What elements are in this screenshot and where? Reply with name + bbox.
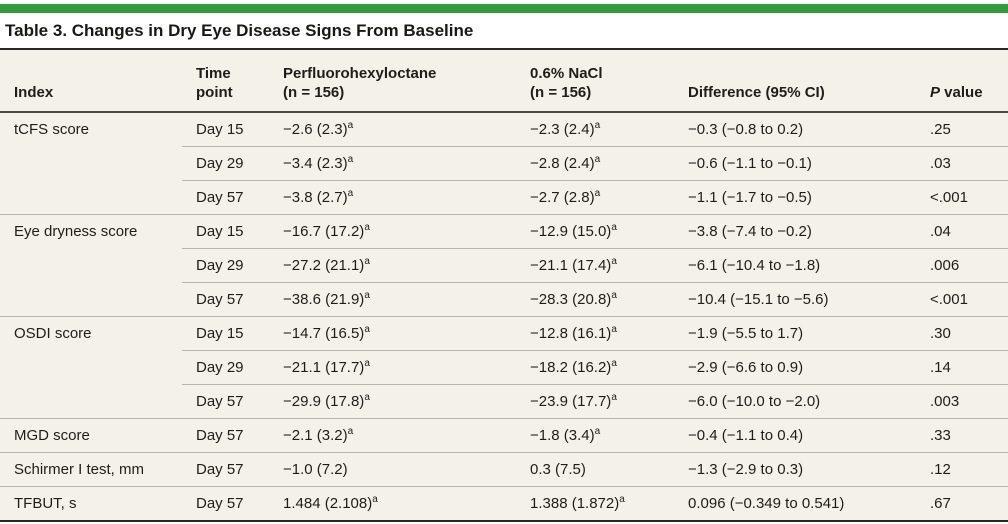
cell-time-point: Day 29 [182,146,269,181]
table-row: Schirmer I test, mm Day 57 −1.0 (7.2) 0.3 (… [0,452,1008,487]
table-row: MGD score Day 57 −2.1 (3.2)a −1.8 (3.4)a −0.… [0,418,1008,453]
cell-nacl: −12.9 (15.0)a [516,214,674,249]
cell-difference: −1.9 (−5.5 to 1.7) [674,316,916,351]
cell-difference: −1.1 (−1.7 to −0.5) [674,180,916,215]
cell-perfluorohexyloctane: −2.6 (2.3)a [269,111,516,147]
cell-index: TFBUT, s [0,486,182,521]
table-row: Day 29 −27.2 (21.1)a −21.1 (17.4)a −6.1 (−1… [0,248,1008,283]
cell-p-value: .04 [916,214,1008,249]
cell-difference: −0.6 (−1.1 to −0.1) [674,146,916,181]
cell-difference: −1.3 (−2.9 to 0.3) [674,452,916,487]
cell-index: tCFS score [0,111,182,215]
col-header-perfluorohexyloctane: Perfluorohexyloctane (n = 156) [269,50,516,113]
cell-index: MGD score [0,418,182,453]
title-rule [0,48,1008,50]
table-row: Day 57 −3.8 (2.7)a −2.7 (2.8)a −1.1 (−1.7 t… [0,180,1008,215]
cell-p-value: .67 [916,486,1008,521]
table-row: TFBUT, s Day 57 1.484 (2.108)a 1.388 (1.872… [0,486,1008,521]
cell-difference: −10.4 (−15.1 to −5.6) [674,282,916,317]
cell-difference: 0.096 (−0.349 to 0.541) [674,486,916,521]
cell-nacl: −21.1 (17.4)a [516,248,674,283]
cell-time-point: Day 15 [182,214,269,249]
cell-nacl: −12.8 (16.1)a [516,316,674,351]
dry-eye-signs-table: Index Time point Perfluorohexyloctane (n… [0,50,1008,522]
cell-time-point: Day 15 [182,111,269,147]
col-header-index: Index [0,50,182,113]
cell-p-value: <.001 [916,180,1008,215]
cell-index: Schirmer I test, mm [0,452,182,487]
cell-perfluorohexyloctane: −29.9 (17.8)a [269,384,516,419]
col-header-time-point: Time point [182,50,269,113]
col-header-nacl: 0.6% NaCl (n = 156) [516,50,674,113]
cell-perfluorohexyloctane: −21.1 (17.7)a [269,350,516,385]
col-header-difference: Difference (95% CI) [674,50,916,113]
cell-nacl: −18.2 (16.2)a [516,350,674,385]
table-row: tCFS score Day 15 −2.6 (2.3)a −2.3 (2.4)a −0… [0,111,1008,215]
cell-time-point: Day 57 [182,180,269,215]
table-row: OSDI score Day 15 −14.7 (16.5)a −12.8 (16.1… [0,316,1008,419]
table-row: Day 29 −3.4 (2.3)a −2.8 (2.4)a −0.6 (−1.1 t… [0,146,1008,181]
cell-time-point: Day 29 [182,248,269,283]
cell-p-value: .30 [916,316,1008,351]
cell-difference: −0.4 (−1.1 to 0.4) [674,418,916,453]
cell-index: Eye dryness score [0,214,182,317]
cell-p-value: .33 [916,418,1008,453]
cell-p-value: <.001 [916,282,1008,317]
cell-time-point: Day 57 [182,486,269,521]
cell-index: OSDI score [0,316,182,419]
cell-p-value: .25 [916,111,1008,147]
cell-nacl: −2.7 (2.8)a [516,180,674,215]
cell-perfluorohexyloctane: −2.1 (3.2)a [269,418,516,453]
cell-p-value: .003 [916,384,1008,419]
table-body: tCFS score Day 15 −2.6 (2.3)a −2.3 (2.4)a −0… [0,111,1008,521]
col-header-p-value: P value [916,50,1008,113]
cell-time-point: Day 29 [182,350,269,385]
cell-difference: −6.0 (−10.0 to −2.0) [674,384,916,419]
cell-nacl: −2.8 (2.4)a [516,146,674,181]
cell-perfluorohexyloctane: −14.7 (16.5)a [269,316,516,351]
cell-nacl: −28.3 (20.8)a [516,282,674,317]
cell-nacl: 1.388 (1.872)a [516,486,674,521]
cell-difference: −0.3 (−0.8 to 0.2) [674,111,916,147]
cell-p-value: .03 [916,146,1008,181]
cell-nacl: 0.3 (7.5) [516,452,674,487]
cell-perfluorohexyloctane: −38.6 (21.9)a [269,282,516,317]
top-accent-bar [0,4,1008,13]
table-row: Day 29 −21.1 (17.7)a −18.2 (16.2)a −2.9 (−6… [0,350,1008,385]
cell-p-value: .14 [916,350,1008,385]
cell-nacl: −23.9 (17.7)a [516,384,674,419]
cell-perfluorohexyloctane: −16.7 (17.2)a [269,214,516,249]
cell-time-point: Day 57 [182,384,269,419]
cell-perfluorohexyloctane: −3.8 (2.7)a [269,180,516,215]
table-row: Eye dryness score Day 15 −16.7 (17.2)a −12.… [0,214,1008,317]
cell-time-point: Day 57 [182,452,269,487]
cell-time-point: Day 57 [182,282,269,317]
cell-perfluorohexyloctane: 1.484 (2.108)a [269,486,516,521]
cell-time-point: Day 15 [182,316,269,351]
cell-difference: −3.8 (−7.4 to −0.2) [674,214,916,249]
cell-nacl: −2.3 (2.4)a [516,111,674,147]
table-title: Table 3. Changes in Dry Eye Disease Sign… [5,21,474,40]
cell-perfluorohexyloctane: −27.2 (21.1)a [269,248,516,283]
cell-p-value: .006 [916,248,1008,283]
cell-nacl: −1.8 (3.4)a [516,418,674,453]
cell-difference: −2.9 (−6.6 to 0.9) [674,350,916,385]
cell-p-value: .12 [916,452,1008,487]
table-row: Day 57 −38.6 (21.9)a −28.3 (20.8)a −10.4 (−… [0,282,1008,317]
table-row: Day 57 −29.9 (17.8)a −23.9 (17.7)a −6.0 (−1… [0,384,1008,419]
cell-difference: −6.1 (−10.4 to −1.8) [674,248,916,283]
cell-time-point: Day 57 [182,418,269,453]
header-row: Index Time point Perfluorohexyloctane (n… [0,50,1008,113]
cell-perfluorohexyloctane: −1.0 (7.2) [269,452,516,487]
cell-perfluorohexyloctane: −3.4 (2.3)a [269,146,516,181]
